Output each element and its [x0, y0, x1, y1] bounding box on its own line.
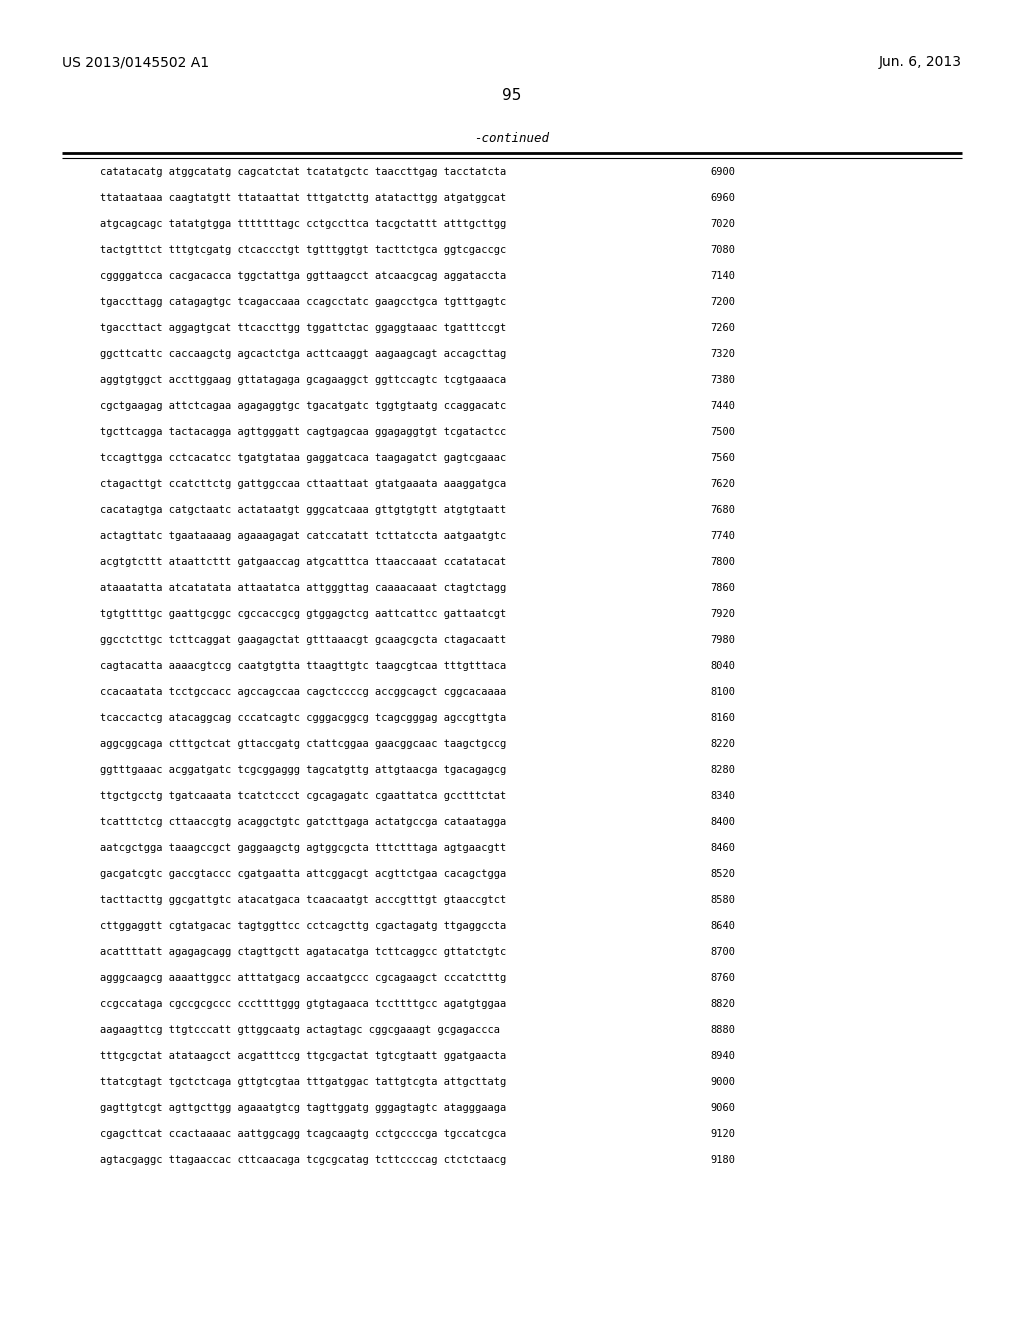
Text: 8700: 8700: [710, 946, 735, 957]
Text: cgctgaagag attctcagaa agagaggtgc tgacatgatc tggtgtaatg ccaggacatc: cgctgaagag attctcagaa agagaggtgc tgacatg…: [100, 401, 506, 411]
Text: tcatttctcg cttaaccgtg acaggctgtc gatcttgaga actatgccga cataatagga: tcatttctcg cttaaccgtg acaggctgtc gatcttg…: [100, 817, 506, 828]
Text: 7260: 7260: [710, 323, 735, 333]
Text: 7980: 7980: [710, 635, 735, 645]
Text: 7380: 7380: [710, 375, 735, 385]
Text: 8940: 8940: [710, 1051, 735, 1061]
Text: 7320: 7320: [710, 348, 735, 359]
Text: 7500: 7500: [710, 426, 735, 437]
Text: 7080: 7080: [710, 246, 735, 255]
Text: 7560: 7560: [710, 453, 735, 463]
Text: 7920: 7920: [710, 609, 735, 619]
Text: tccagttgga cctcacatcc tgatgtataa gaggatcaca taagagatct gagtcgaaac: tccagttgga cctcacatcc tgatgtataa gaggatc…: [100, 453, 506, 463]
Text: tgaccttact aggagtgcat ttcaccttgg tggattctac ggaggtaaac tgatttccgt: tgaccttact aggagtgcat ttcaccttgg tggattc…: [100, 323, 506, 333]
Text: 7620: 7620: [710, 479, 735, 488]
Text: actagttatc tgaataaaag agaaagagat catccatatt tcttatccta aatgaatgtc: actagttatc tgaataaaag agaaagagat catccat…: [100, 531, 506, 541]
Text: acgtgtcttt ataattcttt gatgaaccag atgcatttca ttaaccaaat ccatatacat: acgtgtcttt ataattcttt gatgaaccag atgcatt…: [100, 557, 506, 568]
Text: 9180: 9180: [710, 1155, 735, 1166]
Text: 7740: 7740: [710, 531, 735, 541]
Text: 7200: 7200: [710, 297, 735, 308]
Text: aggcggcaga ctttgctcat gttaccgatg ctattcggaa gaacggcaac taagctgccg: aggcggcaga ctttgctcat gttaccgatg ctattcg…: [100, 739, 506, 748]
Text: 95: 95: [503, 87, 521, 103]
Text: Jun. 6, 2013: Jun. 6, 2013: [879, 55, 962, 69]
Text: tgtgttttgc gaattgcggc cgccaccgcg gtggagctcg aattcattcc gattaatcgt: tgtgttttgc gaattgcggc cgccaccgcg gtggagc…: [100, 609, 506, 619]
Text: aatcgctgga taaagccgct gaggaagctg agtggcgcta tttctttaga agtgaacgtt: aatcgctgga taaagccgct gaggaagctg agtggcg…: [100, 843, 506, 853]
Text: 8520: 8520: [710, 869, 735, 879]
Text: 7440: 7440: [710, 401, 735, 411]
Text: US 2013/0145502 A1: US 2013/0145502 A1: [62, 55, 209, 69]
Text: 8280: 8280: [710, 766, 735, 775]
Text: 8760: 8760: [710, 973, 735, 983]
Text: ctagacttgt ccatcttctg gattggccaa cttaattaat gtatgaaata aaaggatgca: ctagacttgt ccatcttctg gattggccaa cttaatt…: [100, 479, 506, 488]
Text: ggcttcattc caccaagctg agcactctga acttcaaggt aagaagcagt accagcttag: ggcttcattc caccaagctg agcactctga acttcaa…: [100, 348, 506, 359]
Text: tactgtttct tttgtcgatg ctcaccctgt tgtttggtgt tacttctgca ggtcgaccgc: tactgtttct tttgtcgatg ctcaccctgt tgtttgg…: [100, 246, 506, 255]
Text: catatacatg atggcatatg cagcatctat tcatatgctc taaccttgag tacctatcta: catatacatg atggcatatg cagcatctat tcatatg…: [100, 168, 506, 177]
Text: cacatagtga catgctaatc actataatgt gggcatcaaa gttgtgtgtt atgtgtaatt: cacatagtga catgctaatc actataatgt gggcatc…: [100, 506, 506, 515]
Text: agggcaagcg aaaattggcc atttatgacg accaatgccc cgcagaagct cccatctttg: agggcaagcg aaaattggcc atttatgacg accaatg…: [100, 973, 506, 983]
Text: 7140: 7140: [710, 271, 735, 281]
Text: 8880: 8880: [710, 1026, 735, 1035]
Text: ataaatatta atcatatata attaatatca attgggttag caaaacaaat ctagtctagg: ataaatatta atcatatata attaatatca attgggt…: [100, 583, 506, 593]
Text: 8220: 8220: [710, 739, 735, 748]
Text: tcaccactcg atacaggcag cccatcagtc cgggacggcg tcagcgggag agccgttgta: tcaccactcg atacaggcag cccatcagtc cgggacg…: [100, 713, 506, 723]
Text: cttggaggtt cgtatgacac tagtggttcc cctcagcttg cgactagatg ttgaggccta: cttggaggtt cgtatgacac tagtggttcc cctcagc…: [100, 921, 506, 931]
Text: -continued: -continued: [474, 132, 550, 145]
Text: ggcctcttgc tcttcaggat gaagagctat gtttaaacgt gcaagcgcta ctagacaatt: ggcctcttgc tcttcaggat gaagagctat gtttaaa…: [100, 635, 506, 645]
Text: agtacgaggc ttagaaccac cttcaacaga tcgcgcatag tcttccccag ctctctaacg: agtacgaggc ttagaaccac cttcaacaga tcgcgca…: [100, 1155, 506, 1166]
Text: 8100: 8100: [710, 686, 735, 697]
Text: 8400: 8400: [710, 817, 735, 828]
Text: acattttatt agagagcagg ctagttgctt agatacatga tcttcaggcc gttatctgtc: acattttatt agagagcagg ctagttgctt agataca…: [100, 946, 506, 957]
Text: 8040: 8040: [710, 661, 735, 671]
Text: 8340: 8340: [710, 791, 735, 801]
Text: gacgatcgtc gaccgtaccc cgatgaatta attcggacgt acgttctgaa cacagctgga: gacgatcgtc gaccgtaccc cgatgaatta attcgga…: [100, 869, 506, 879]
Text: 7800: 7800: [710, 557, 735, 568]
Text: 8460: 8460: [710, 843, 735, 853]
Text: 8160: 8160: [710, 713, 735, 723]
Text: ccacaatata tcctgccacc agccagccaa cagctccccg accggcagct cggcacaaaa: ccacaatata tcctgccacc agccagccaa cagctcc…: [100, 686, 506, 697]
Text: cggggatcca cacgacacca tggctattga ggttaagcct atcaacgcag aggataccta: cggggatcca cacgacacca tggctattga ggttaag…: [100, 271, 506, 281]
Text: 8640: 8640: [710, 921, 735, 931]
Text: tacttacttg ggcgattgtc atacatgaca tcaacaatgt acccgtttgt gtaaccgtct: tacttacttg ggcgattgtc atacatgaca tcaacaa…: [100, 895, 506, 906]
Text: tttgcgctat atataagcct acgatttccg ttgcgactat tgtcgtaatt ggatgaacta: tttgcgctat atataagcct acgatttccg ttgcgac…: [100, 1051, 506, 1061]
Text: cgagcttcat ccactaaaac aattggcagg tcagcaagtg cctgccccga tgccatcgca: cgagcttcat ccactaaaac aattggcagg tcagcaa…: [100, 1129, 506, 1139]
Text: 9060: 9060: [710, 1104, 735, 1113]
Text: ccgccataga cgccgcgccc cccttttggg gtgtagaaca tccttttgcc agatgtggaa: ccgccataga cgccgcgccc cccttttggg gtgtaga…: [100, 999, 506, 1008]
Text: ttatcgtagt tgctctcaga gttgtcgtaa tttgatggac tattgtcgta attgcttatg: ttatcgtagt tgctctcaga gttgtcgtaa tttgatg…: [100, 1077, 506, 1086]
Text: atgcagcagc tatatgtgga tttttttagc cctgccttca tacgctattt atttgcttgg: atgcagcagc tatatgtgga tttttttagc cctgcct…: [100, 219, 506, 228]
Text: 6900: 6900: [710, 168, 735, 177]
Text: ggtttgaaac acggatgatc tcgcggaggg tagcatgttg attgtaacga tgacagagcg: ggtttgaaac acggatgatc tcgcggaggg tagcatg…: [100, 766, 506, 775]
Text: 9120: 9120: [710, 1129, 735, 1139]
Text: ttataataaa caagtatgtt ttataattat tttgatcttg atatacttgg atgatggcat: ttataataaa caagtatgtt ttataattat tttgatc…: [100, 193, 506, 203]
Text: tgcttcagga tactacagga agttgggatt cagtgagcaa ggagaggtgt tcgatactcc: tgcttcagga tactacagga agttgggatt cagtgag…: [100, 426, 506, 437]
Text: 8580: 8580: [710, 895, 735, 906]
Text: 6960: 6960: [710, 193, 735, 203]
Text: cagtacatta aaaacgtccg caatgtgtta ttaagttgtc taagcgtcaa tttgtttaca: cagtacatta aaaacgtccg caatgtgtta ttaagtt…: [100, 661, 506, 671]
Text: aagaagttcg ttgtcccatt gttggcaatg actagtagc cggcgaaagt gcgagaccca: aagaagttcg ttgtcccatt gttggcaatg actagta…: [100, 1026, 500, 1035]
Text: 7860: 7860: [710, 583, 735, 593]
Text: 8820: 8820: [710, 999, 735, 1008]
Text: 9000: 9000: [710, 1077, 735, 1086]
Text: gagttgtcgt agttgcttgg agaaatgtcg tagttggatg gggagtagtc atagggaaga: gagttgtcgt agttgcttgg agaaatgtcg tagttgg…: [100, 1104, 506, 1113]
Text: tgaccttagg catagagtgc tcagaccaaa ccagcctatc gaagcctgca tgtttgagtc: tgaccttagg catagagtgc tcagaccaaa ccagcct…: [100, 297, 506, 308]
Text: 7020: 7020: [710, 219, 735, 228]
Text: 7680: 7680: [710, 506, 735, 515]
Text: ttgctgcctg tgatcaaata tcatctccct cgcagagatc cgaattatca gcctttctat: ttgctgcctg tgatcaaata tcatctccct cgcagag…: [100, 791, 506, 801]
Text: aggtgtggct accttggaag gttatagaga gcagaaggct ggttccagtc tcgtgaaaca: aggtgtggct accttggaag gttatagaga gcagaag…: [100, 375, 506, 385]
